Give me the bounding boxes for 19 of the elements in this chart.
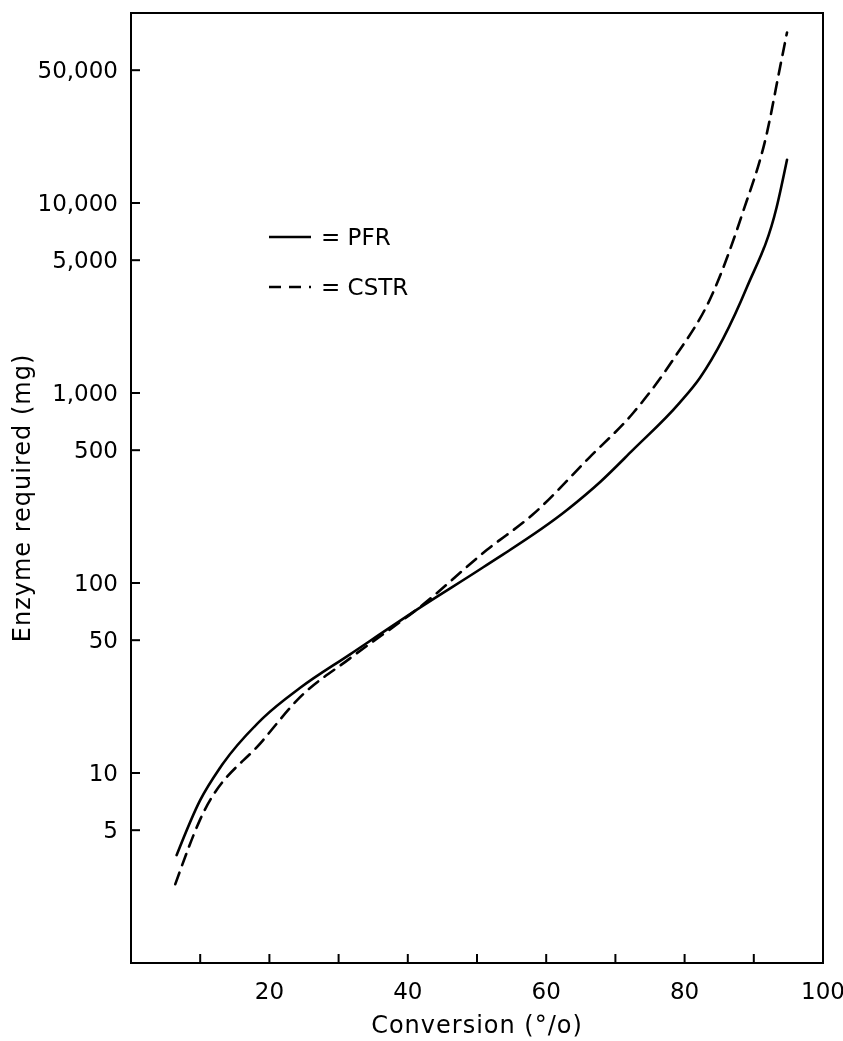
y-tick-label: 500: [74, 437, 118, 464]
y-tick-label: 100: [74, 570, 118, 597]
legend-label: = CSTR: [321, 274, 409, 301]
x-tick-label: 20: [254, 978, 285, 1004]
x-tick-label: 60: [531, 978, 561, 1004]
y-tick-label: 1,000: [52, 380, 118, 407]
y-tick-label: 50,000: [37, 57, 118, 84]
y-axis-title: Enzyme required (mg): [8, 353, 36, 643]
legend-label: = PFR: [321, 224, 391, 251]
y-tick-label: 5: [103, 817, 118, 844]
y-tick-label: 10,000: [37, 190, 118, 217]
line-series: [173, 31, 789, 886]
x-tick-label: 80: [669, 978, 700, 1004]
y-tick-label: 50: [88, 627, 118, 654]
x-tick-label: 40: [393, 978, 423, 1004]
x-tick-label: 100: [801, 978, 843, 1004]
y-tick-label: 10: [88, 760, 118, 787]
y-tick-label: 5,000: [52, 247, 118, 274]
x-axis-title: Conversion (°/o): [371, 1011, 583, 1039]
